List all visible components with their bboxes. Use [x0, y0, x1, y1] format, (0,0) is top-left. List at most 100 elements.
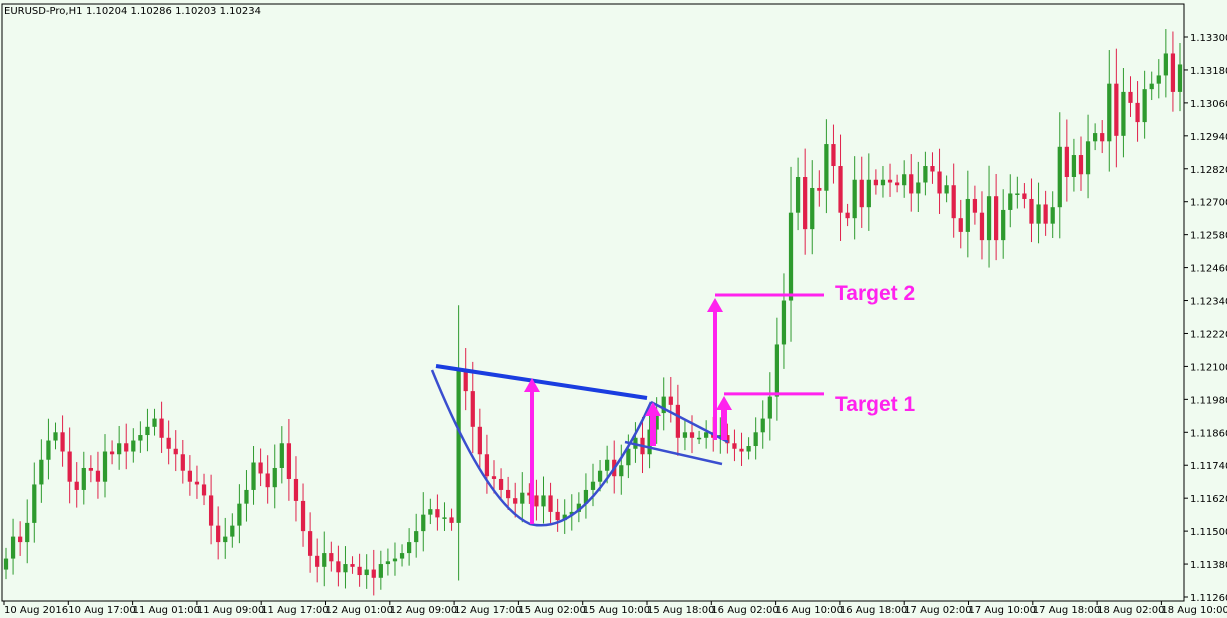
candle — [152, 408, 157, 436]
candle — [138, 421, 143, 453]
candle — [1078, 136, 1084, 191]
candle-body — [675, 404, 680, 438]
candle-body — [315, 555, 320, 567]
candle — [442, 502, 447, 531]
target-1-arrow-head — [716, 396, 732, 410]
candle-body — [725, 435, 730, 444]
candle — [696, 430, 702, 444]
candle — [923, 151, 928, 196]
x-tick-label: 16 Aug 10:00 — [776, 605, 843, 616]
candle — [704, 420, 709, 449]
candle — [336, 545, 341, 587]
candle-body — [902, 174, 907, 186]
candle — [371, 549, 376, 596]
target-1-arrow — [716, 396, 732, 440]
candle-body — [53, 432, 58, 441]
candle-body — [605, 459, 610, 471]
candle-body — [88, 467, 93, 471]
candle — [979, 191, 985, 260]
candle — [753, 417, 758, 460]
candle — [513, 482, 518, 518]
candle-body — [138, 435, 143, 441]
candle — [1156, 59, 1161, 99]
candle — [300, 483, 306, 547]
candle — [1149, 71, 1154, 101]
candle-body — [456, 369, 461, 523]
candle-body — [279, 443, 284, 468]
candle — [258, 448, 263, 487]
candle-body — [1036, 204, 1041, 224]
candle — [74, 462, 79, 508]
candle-body — [1128, 91, 1133, 103]
candle — [760, 400, 765, 449]
candle-body — [668, 396, 673, 405]
candle-body — [965, 198, 970, 232]
candle — [909, 154, 914, 212]
candle-body — [845, 212, 850, 219]
candle-body — [810, 187, 815, 230]
y-tick-label: 1.12100 — [1190, 362, 1227, 373]
candle-body — [230, 525, 235, 537]
chart-header-ohlc: 1.10204 1.10286 1.10203 1.10234 — [86, 6, 261, 17]
candle-body — [477, 426, 482, 455]
candle-body — [534, 495, 539, 507]
candle-body — [548, 495, 553, 512]
candle-body — [520, 492, 525, 504]
candle-body — [696, 437, 702, 440]
candle-body — [916, 182, 921, 194]
candle — [1043, 190, 1048, 236]
candle-body — [1050, 207, 1055, 224]
candle-body — [322, 553, 327, 567]
candle-body — [661, 396, 666, 414]
candle — [131, 428, 136, 463]
candle — [124, 423, 129, 470]
candle-body — [435, 509, 440, 518]
candle-body — [187, 470, 193, 482]
candle-body — [979, 212, 985, 241]
candle — [859, 156, 864, 228]
candle — [795, 157, 801, 231]
candle — [548, 482, 553, 524]
candle-body — [74, 481, 79, 490]
candle — [873, 169, 879, 195]
candle-body — [67, 451, 72, 482]
candle-body — [937, 171, 942, 194]
candle-body — [272, 467, 277, 488]
candle-body — [619, 465, 624, 477]
candle — [951, 163, 956, 238]
candle-body — [689, 432, 695, 438]
candle-body — [159, 418, 164, 438]
handle-lower-line — [624, 440, 723, 466]
handle-arrow-head — [645, 402, 661, 416]
candle-body — [555, 511, 560, 521]
candle-body — [1001, 209, 1006, 241]
y-tick-label: 1.12460 — [1190, 264, 1227, 275]
candle-body — [350, 564, 355, 567]
candle-body — [951, 185, 956, 219]
candle — [67, 427, 72, 504]
candle-body — [428, 509, 433, 515]
candle — [541, 476, 546, 524]
y-tick-label: 1.12940 — [1190, 132, 1227, 143]
candle-body — [293, 478, 299, 501]
candle — [39, 439, 44, 503]
candle — [201, 473, 207, 506]
candle — [279, 426, 284, 484]
candle — [60, 415, 65, 467]
candle-body — [887, 179, 893, 183]
candle — [293, 456, 299, 522]
candle-body — [576, 503, 581, 512]
candle — [788, 166, 794, 342]
candle-body — [1100, 133, 1105, 142]
candle-body — [449, 517, 454, 523]
candle — [1071, 138, 1077, 192]
candle — [661, 377, 666, 431]
candle-body — [329, 553, 334, 562]
candle — [463, 348, 468, 411]
candle-body — [95, 470, 101, 482]
target-2-arrow — [707, 298, 723, 440]
candle — [1008, 174, 1013, 228]
x-tick-label: 16 Aug 02:00 — [711, 605, 778, 616]
candle — [194, 465, 200, 499]
